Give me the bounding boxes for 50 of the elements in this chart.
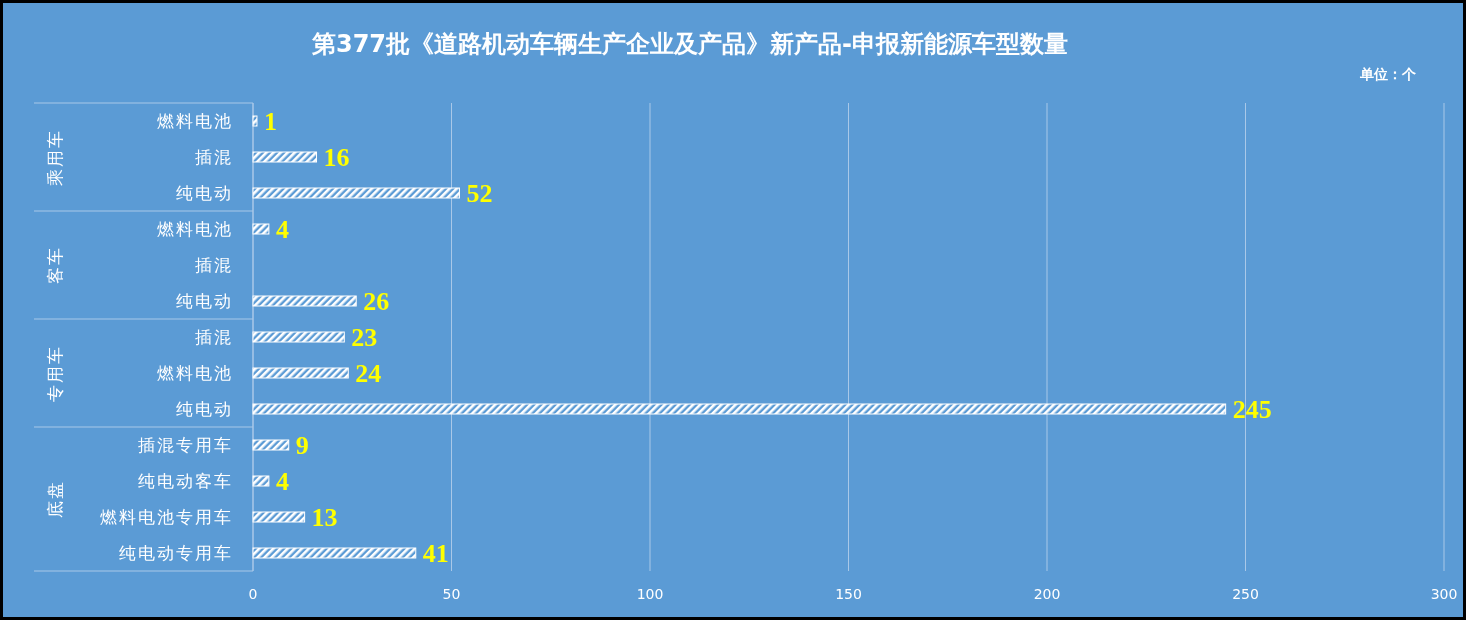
data-label: 52 xyxy=(466,179,493,208)
y-tick-label: 插混专用车 xyxy=(138,435,233,455)
bar xyxy=(252,475,270,487)
bar xyxy=(252,295,357,307)
data-label: 245 xyxy=(1232,395,1272,424)
y-tick-label: 插混 xyxy=(195,327,233,347)
data-label: 13 xyxy=(311,503,338,532)
y-tick-label: 插混 xyxy=(195,255,233,275)
bar xyxy=(252,547,417,559)
data-label: 24 xyxy=(355,359,382,388)
data-label: 16 xyxy=(323,143,350,172)
y-tick-label: 燃料电池 xyxy=(157,363,233,383)
y-tick-label: 纯电动 xyxy=(176,399,233,419)
x-tick-label: 200 xyxy=(1033,586,1061,602)
data-label: 26 xyxy=(363,287,390,316)
bar xyxy=(252,511,306,523)
x-tick-label: 150 xyxy=(835,586,862,602)
y-tick-label: 插混 xyxy=(195,147,233,167)
x-tick-label: 250 xyxy=(1232,586,1259,602)
y-tick-label: 燃料电池 xyxy=(157,219,233,239)
x-tick-label: 0 xyxy=(248,586,258,602)
y-tick-label: 燃料电池 xyxy=(157,111,233,131)
y-tick-label: 纯电动客车 xyxy=(138,471,233,491)
bar xyxy=(252,223,270,235)
chart-title: 第377批《道路机动车辆生产企业及产品》新产品-申报新能源车型数量 xyxy=(310,30,1069,58)
y-tick-label: 纯电动 xyxy=(176,183,233,203)
x-tick-label: 300 xyxy=(1430,586,1458,602)
bar xyxy=(252,367,349,379)
data-label: 4 xyxy=(275,215,289,244)
x-tick-label: 100 xyxy=(636,586,664,602)
bar xyxy=(252,439,290,451)
bar xyxy=(252,331,345,343)
text: 乘用车 xyxy=(45,128,65,186)
bar xyxy=(252,403,1227,415)
data-label: 4 xyxy=(275,467,289,496)
bar xyxy=(252,187,460,199)
bar xyxy=(252,115,258,127)
chart-subtitle: 单位：个 xyxy=(1359,66,1417,82)
text: 客车 xyxy=(45,246,65,284)
y-tick-label: 燃料电池专用车 xyxy=(100,507,233,527)
data-label: 1 xyxy=(263,107,277,136)
x-tick-label: 50 xyxy=(442,586,461,602)
data-label: 41 xyxy=(422,539,449,568)
y-tick-label: 纯电动专用车 xyxy=(119,543,233,563)
data-label: 9 xyxy=(295,431,309,460)
data-label: 23 xyxy=(351,323,378,352)
text: 专用车 xyxy=(45,344,65,402)
y-tick-label: 纯电动 xyxy=(176,291,233,311)
bar xyxy=(252,151,318,163)
text: 底盘 xyxy=(45,480,65,518)
